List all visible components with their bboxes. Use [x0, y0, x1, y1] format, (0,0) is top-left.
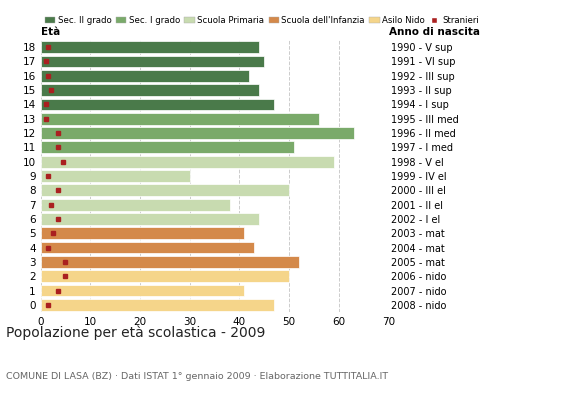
Text: Anno di nascita: Anno di nascita [389, 27, 480, 37]
Bar [41, 285, 244, 296]
Bar [41, 170, 190, 182]
Bar [41, 270, 289, 282]
Bar [41, 242, 255, 254]
Bar [41, 227, 244, 239]
Bar [41, 213, 259, 225]
Bar [41, 156, 334, 168]
Bar [41, 98, 274, 110]
Bar [41, 84, 259, 96]
Bar [41, 127, 354, 139]
Text: Popolazione per età scolastica - 2009: Popolazione per età scolastica - 2009 [6, 326, 265, 340]
Bar [41, 199, 230, 210]
Bar [41, 41, 259, 53]
Bar [41, 70, 249, 82]
Bar [41, 184, 289, 196]
Bar [41, 256, 299, 268]
Bar [41, 56, 264, 67]
Bar [41, 142, 294, 153]
Text: COMUNE DI LASA (BZ) · Dati ISTAT 1° gennaio 2009 · Elaborazione TUTTITALIA.IT: COMUNE DI LASA (BZ) · Dati ISTAT 1° genn… [6, 372, 388, 381]
Bar [41, 299, 274, 311]
Text: Età: Età [41, 27, 60, 37]
Bar [41, 113, 319, 125]
Legend: Sec. II grado, Sec. I grado, Scuola Primaria, Scuola dell'Infanzia, Asilo Nido, : Sec. II grado, Sec. I grado, Scuola Prim… [45, 16, 479, 25]
